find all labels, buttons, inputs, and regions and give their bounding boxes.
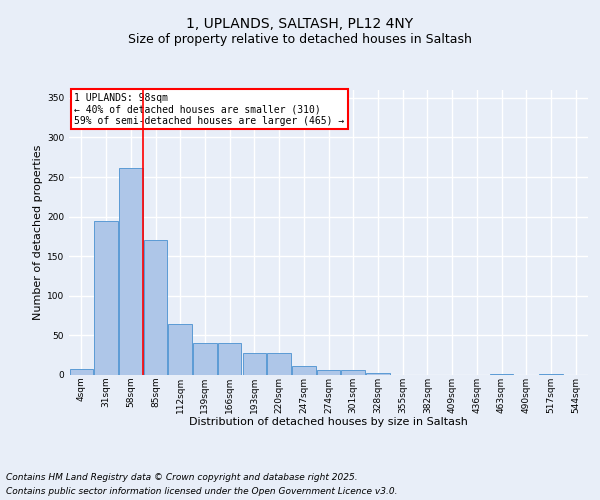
Bar [366,372,389,375]
Text: Contains public sector information licensed under the Open Government Licence v3: Contains public sector information licen… [6,488,398,496]
X-axis label: Distribution of detached houses by size in Saltash: Distribution of detached houses by size … [189,417,468,427]
Bar [193,344,217,375]
Bar [341,370,365,375]
Bar [119,168,143,375]
Bar [292,366,316,375]
Bar [317,370,340,375]
Text: Size of property relative to detached houses in Saltash: Size of property relative to detached ho… [128,32,472,46]
Bar [169,324,192,375]
Bar [144,240,167,375]
Bar [94,220,118,375]
Text: 1 UPLANDS: 98sqm
← 40% of detached houses are smaller (310)
59% of semi-detached: 1 UPLANDS: 98sqm ← 40% of detached house… [74,93,344,126]
Bar [218,344,241,375]
Bar [70,368,93,375]
Bar [242,353,266,375]
Bar [539,374,563,375]
Bar [268,353,291,375]
Y-axis label: Number of detached properties: Number of detached properties [33,145,43,320]
Text: Contains HM Land Registry data © Crown copyright and database right 2025.: Contains HM Land Registry data © Crown c… [6,472,358,482]
Bar [490,374,513,375]
Text: 1, UPLANDS, SALTASH, PL12 4NY: 1, UPLANDS, SALTASH, PL12 4NY [187,18,413,32]
